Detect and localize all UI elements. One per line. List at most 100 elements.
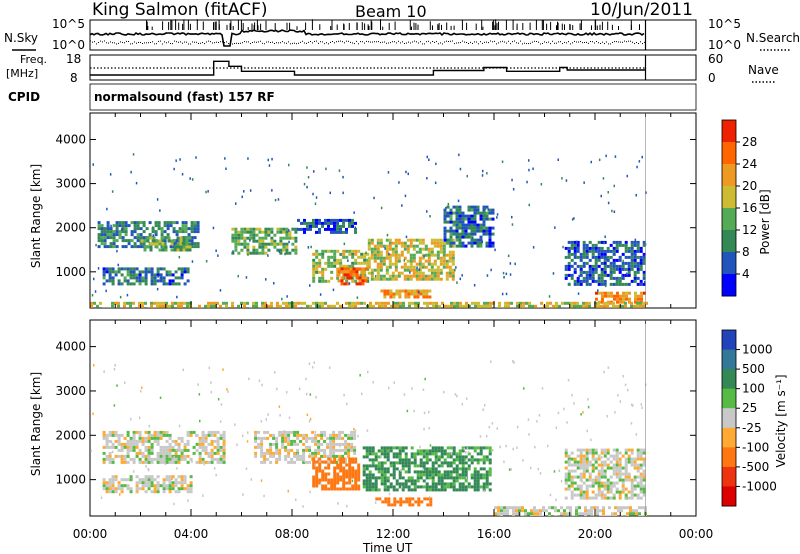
velocity-cell: [150, 490, 154, 494]
power-cell: [470, 238, 474, 242]
power-cell: [433, 259, 437, 263]
power-cell: [111, 307, 114, 308]
power-cell: [501, 307, 504, 308]
power-cell: [306, 304, 309, 308]
power-cell: [370, 238, 374, 242]
power-cell: [615, 304, 618, 308]
nsearch-label: N.Search: [746, 31, 800, 45]
velocity-scatter-cell: [483, 489, 485, 493]
power-cell: [391, 271, 395, 275]
power-cell: [97, 236, 101, 240]
velocity-scatter-cell: [141, 386, 143, 389]
velocity-cell: [585, 466, 589, 470]
power-cell: [366, 258, 370, 262]
velocity-cell: [287, 436, 291, 440]
power-cell: [576, 249, 580, 253]
power-cell: [361, 273, 365, 277]
power-cell: [126, 282, 130, 286]
velocity-cell: [476, 470, 480, 474]
power-cell: [414, 301, 417, 305]
power-cell: [588, 258, 592, 262]
nsearch-point: [108, 42, 109, 44]
velocity-cell: [186, 430, 190, 434]
nsearch-point: [404, 43, 405, 44]
velocity-scatter-cell: [555, 426, 558, 430]
nsearch-point: [188, 43, 189, 45]
power-scatter-cell: [273, 282, 275, 285]
nsky-frame: [89, 19, 697, 51]
velocity-cell: [428, 467, 432, 471]
nsearch-point: [352, 42, 353, 44]
power-cell: [456, 301, 459, 305]
power-scatter-cell: [605, 154, 607, 158]
nsearch-point: [610, 43, 611, 45]
power-cell: [564, 301, 567, 305]
velocity-cell: [384, 500, 388, 504]
power-cell: [144, 267, 148, 271]
power-cell: [270, 239, 274, 243]
velocity-cell: [165, 433, 169, 437]
velocity-cell: [564, 478, 568, 482]
power-cell: [339, 307, 342, 308]
power-cell: [167, 239, 171, 243]
nsearch-point: [360, 41, 361, 43]
velocity-cell: [348, 487, 352, 491]
velocity-cell: [144, 484, 148, 488]
power-cell: [144, 273, 148, 277]
power-cell: [123, 304, 126, 308]
velocity-cell: [377, 467, 381, 471]
power-cell: [270, 236, 274, 240]
velocity-cell: [153, 484, 157, 488]
velocity-cell: [272, 442, 276, 446]
velocity-cell: [365, 449, 369, 453]
power-cell: [588, 301, 591, 305]
power-cell: [400, 244, 404, 248]
power-cell: [383, 292, 387, 296]
power-cell: [312, 276, 316, 280]
power-cell: [410, 292, 414, 296]
nsearch-point: [98, 42, 99, 43]
power-cell: [403, 256, 407, 260]
power-cell: [395, 292, 399, 296]
velocity-cell: [308, 448, 312, 452]
velocity-cell: [183, 475, 187, 479]
velocity-cell: [365, 452, 369, 456]
velocity-cell: [165, 457, 169, 461]
velocity-cell: [120, 454, 124, 458]
nsearch-point: [286, 42, 287, 44]
power-cell: [146, 239, 150, 243]
nsky-left-tick-bottom: 10^0: [52, 38, 85, 52]
nsearch-point: [606, 41, 607, 43]
velocity-cell: [590, 512, 593, 516]
power-cell: [117, 304, 120, 308]
power-cell: [534, 307, 537, 308]
velocity-cell: [320, 433, 324, 437]
velocity-cell: [210, 457, 214, 461]
velocity-cell: [636, 457, 640, 461]
power-cell: [351, 218, 354, 222]
velocity-scatter-cell: [314, 430, 317, 434]
power-scatter-cell: [161, 277, 163, 281]
power-cell: [588, 282, 592, 286]
power-cell: [276, 307, 279, 308]
velocity-scatter-cell: [173, 456, 175, 459]
velocity-cell: [102, 478, 106, 482]
velocity-cell: [536, 515, 539, 516]
velocity-cell: [467, 464, 471, 468]
velocity-cell: [383, 452, 387, 456]
velocity-cell: [380, 476, 384, 480]
power-cell: [261, 307, 264, 308]
power-cell: [115, 230, 119, 234]
power-cell: [579, 270, 583, 274]
velocity-cell: [147, 475, 151, 479]
power-cell: [597, 264, 601, 268]
velocity-cell: [440, 482, 444, 486]
power-cell: [386, 292, 390, 296]
power-cell: [185, 245, 189, 249]
power-cell: [181, 224, 185, 228]
velocity-cell: [312, 457, 316, 461]
velocity-cell: [287, 460, 291, 464]
velocity-cell: [597, 487, 601, 491]
power-cell: [130, 245, 134, 249]
velocity-cell: [135, 487, 139, 491]
